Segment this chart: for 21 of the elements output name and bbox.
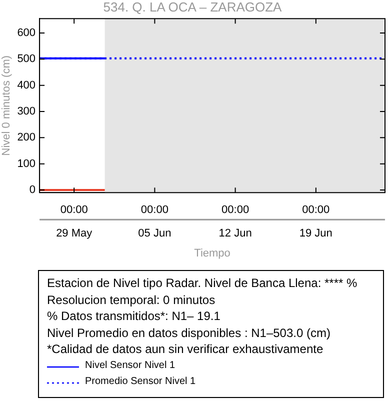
text: Resolucion temporal: 0 minutos (47, 292, 216, 308)
text: Estacion de Nivel tipo Radar. Nivel de Banca Llena: **** % (47, 275, 358, 292)
text: Nivel Promedio en datos disponibles : N1–503.0 (cm) (47, 324, 332, 341)
y-tick-label: 100 (17, 158, 36, 170)
y-tick-label: 400 (17, 79, 36, 92)
x-axis-title: Tiempo (194, 247, 230, 260)
text: % Datos transmitidos*: N1– 19.1 (47, 308, 222, 324)
x-tick-label: 00:00 05 Jun (138, 204, 172, 240)
x-tick-label: 00:00 12 Jun (218, 204, 252, 240)
y-tick-label: 0 (29, 184, 36, 196)
y-tick-label: 200 (17, 132, 36, 144)
x-tick-label: 00:00 29 May (56, 204, 93, 240)
legend-label: Nivel Sensor Nivel 1 (85, 358, 176, 372)
y-tick-label: 300 (17, 106, 36, 118)
y-axis-title: Nivel 0 minutos (cm) (0, 55, 13, 156)
y-tick-label: 500 (17, 53, 36, 66)
text: *Calidad de datos aun sin verificar exhaustivamente (47, 341, 324, 358)
legend-label: Promedio Sensor Nivel 1 (85, 374, 196, 388)
x-tick-label: 00:00 19 Jun (299, 204, 332, 240)
chart-title: 534. Q. LA OCA – ZARAGOZA (103, 0, 282, 14)
y-tick-label: 600 (17, 27, 36, 40)
